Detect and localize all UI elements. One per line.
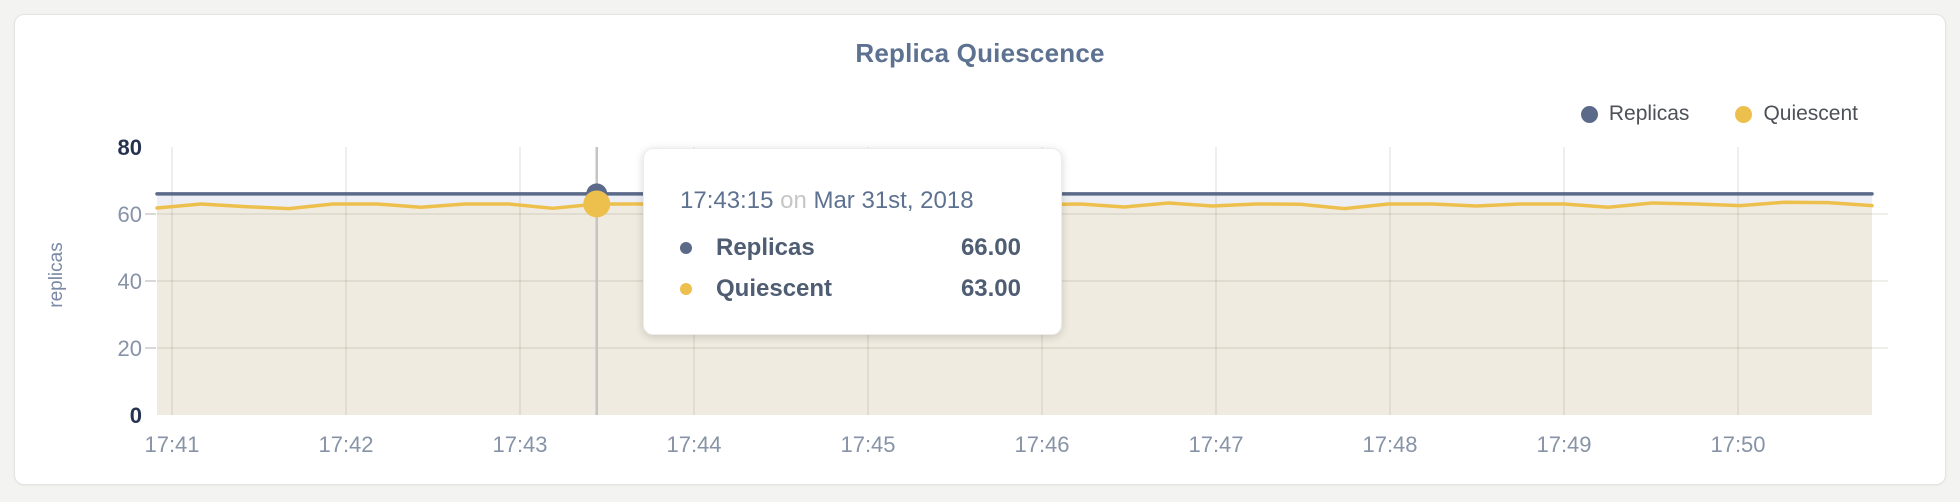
x-tick-label: 17:42 xyxy=(318,432,373,457)
x-tick-label: 17:44 xyxy=(666,432,721,457)
tooltip-value-replicas: 66.00 xyxy=(960,233,1021,261)
legend-item-quiescent[interactable]: Quiescent xyxy=(1735,102,1858,126)
chart-title: Replica Quiescence xyxy=(855,38,1105,68)
x-tick-label: 17:50 xyxy=(1710,432,1765,457)
tooltip-time: 17:43:15 xyxy=(680,187,774,214)
chart-tooltip: 17:43:15 on Mar 31st, 2018 Replicas 66.0… xyxy=(643,148,1062,335)
tooltip-label-replicas: Replicas xyxy=(716,233,815,261)
y-tick-label: 20 xyxy=(118,336,142,361)
x-tick-label: 17:49 xyxy=(1536,432,1591,457)
tooltip-dot-quiescent-icon xyxy=(680,282,692,295)
y-axis-label: replicas xyxy=(46,242,67,308)
legend-item-replicas[interactable]: Replicas xyxy=(1580,102,1690,126)
tooltip-title: 17:43:15 on Mar 31st, 2018 xyxy=(680,187,1021,215)
tooltip-label-quiescent: Quiescent xyxy=(716,274,833,302)
tooltip-connector: on xyxy=(780,187,807,214)
tooltip-date: Mar 31st, 2018 xyxy=(813,187,974,214)
tooltip-row-quiescent: Quiescent 63.00 xyxy=(680,268,1021,309)
legend: Replicas Quiescent xyxy=(1580,102,1858,126)
tooltip-dot-replicas-icon xyxy=(680,241,692,254)
x-tick-label: 17:45 xyxy=(840,432,895,457)
y-tick-label: 40 xyxy=(118,269,142,294)
legend-label-replicas: Replicas xyxy=(1608,102,1690,125)
hover-dot-quiescent xyxy=(583,190,611,218)
y-tick-label: 60 xyxy=(118,202,142,227)
x-tick-label: 17:46 xyxy=(1014,432,1069,457)
tooltip-value-quiescent: 63.00 xyxy=(960,274,1021,302)
x-tick-label: 17:43 xyxy=(492,432,547,457)
legend-dot-replicas-icon xyxy=(1580,105,1598,123)
x-tick-label: 17:47 xyxy=(1188,432,1243,457)
legend-label-quiescent: Quiescent xyxy=(1763,102,1858,125)
x-tick-label: 17:41 xyxy=(144,432,199,457)
x-tick-label: 17:48 xyxy=(1362,432,1417,457)
y-tick-label: 0 xyxy=(130,403,142,428)
tooltip-row-replicas: Replicas 66.00 xyxy=(680,227,1021,268)
legend-dot-quiescent-icon xyxy=(1735,105,1753,123)
y-tick-label: 80 xyxy=(118,135,142,160)
